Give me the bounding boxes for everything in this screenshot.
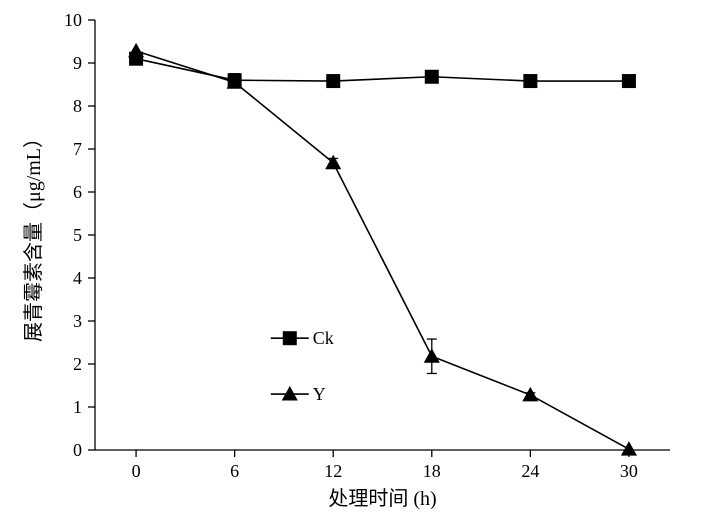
x-tick-label: 18	[423, 461, 441, 481]
x-tick-label: 12	[324, 461, 342, 481]
y-tick-label: 9	[73, 53, 82, 73]
chart-container: 0612182430处理时间 (h)012345678910展青霉素含量（μg/…	[0, 0, 703, 522]
marker-triangle	[325, 155, 341, 169]
y-tick-label: 7	[73, 139, 82, 159]
y-tick-label: 10	[64, 10, 82, 30]
marker-square	[523, 74, 537, 88]
marker-triangle	[621, 441, 637, 455]
x-tick-label: 0	[132, 461, 141, 481]
legend-label: Y	[313, 384, 326, 404]
marker-triangle	[128, 43, 144, 57]
y-tick-label: 3	[73, 311, 82, 331]
series-line-Y	[136, 51, 629, 449]
axis-frame	[95, 20, 670, 450]
x-tick-label: 30	[620, 461, 638, 481]
x-axis-label: 处理时间 (h)	[328, 487, 436, 510]
marker-square	[425, 70, 439, 84]
y-tick-label: 4	[73, 268, 82, 288]
marker-triangle	[522, 387, 538, 401]
marker-square	[622, 74, 636, 88]
chart-svg: 0612182430处理时间 (h)012345678910展青霉素含量（μg/…	[0, 0, 703, 522]
series-line-Ck	[136, 59, 629, 81]
series-Ck	[129, 52, 636, 88]
y-tick-label: 5	[73, 225, 82, 245]
y-axis-label: 展青霉素含量（μg/mL）	[22, 128, 45, 342]
legend-item-Y: Y	[271, 384, 326, 404]
marker-square	[326, 74, 340, 88]
y-tick-label: 6	[73, 182, 82, 202]
y-tick-label: 0	[73, 440, 82, 460]
legend-label: Ck	[313, 328, 334, 348]
y-tick-label: 8	[73, 96, 82, 116]
y-tick-label: 1	[73, 397, 82, 417]
x-tick-label: 6	[230, 461, 239, 481]
series-Y	[128, 43, 637, 456]
x-tick-label: 24	[521, 461, 539, 481]
marker-triangle	[424, 348, 440, 362]
legend-item-Ck: Ck	[271, 328, 334, 348]
marker-square-legend	[283, 331, 297, 345]
marker-triangle-legend	[282, 386, 298, 400]
y-tick-label: 2	[73, 354, 82, 374]
